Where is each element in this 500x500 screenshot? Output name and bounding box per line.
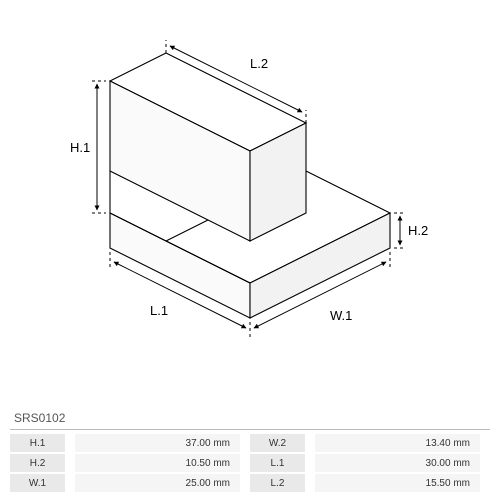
spec-label: W.2 xyxy=(250,434,305,452)
separator xyxy=(10,429,490,430)
spec-value: 30.00 mm xyxy=(315,454,480,472)
spec-row: H.1 37.00 mm W.2 13.40 mm xyxy=(10,434,490,452)
spec-label: H.2 xyxy=(10,454,65,472)
label-h2: H.2 xyxy=(408,223,428,238)
label-l2: L.2 xyxy=(250,56,268,71)
isometric-drawing: H.1 H.2 L.2 L.1 W.1 xyxy=(0,0,500,410)
spec-row: H.2 10.50 mm L.1 30.00 mm xyxy=(10,454,490,472)
part-number: SRS0102 xyxy=(0,411,500,429)
spec-label: L.1 xyxy=(250,454,305,472)
footer: SRS0102 H.1 37.00 mm W.2 13.40 mm H.2 10.50 m… xyxy=(0,411,500,500)
spec-label: W.1 xyxy=(10,474,65,492)
spec-label: L.2 xyxy=(250,474,305,492)
diagram-area: H.1 H.2 L.2 L.1 W.1 xyxy=(0,0,500,410)
spec-row: W.1 25.00 mm L.2 15.50 mm xyxy=(10,474,490,492)
spec-value: 15.50 mm xyxy=(315,474,480,492)
spec-value: 25.00 mm xyxy=(75,474,240,492)
spec-table: H.1 37.00 mm W.2 13.40 mm H.2 10.50 mm L.1 30.0… xyxy=(0,434,500,500)
label-l1: L.1 xyxy=(150,303,168,318)
spec-value: 10.50 mm xyxy=(75,454,240,472)
label-w1: W.1 xyxy=(330,308,352,323)
spec-value: 13.40 mm xyxy=(315,434,480,452)
label-h1: H.1 xyxy=(70,140,90,155)
spec-label: H.1 xyxy=(10,434,65,452)
spec-value: 37.00 mm xyxy=(75,434,240,452)
